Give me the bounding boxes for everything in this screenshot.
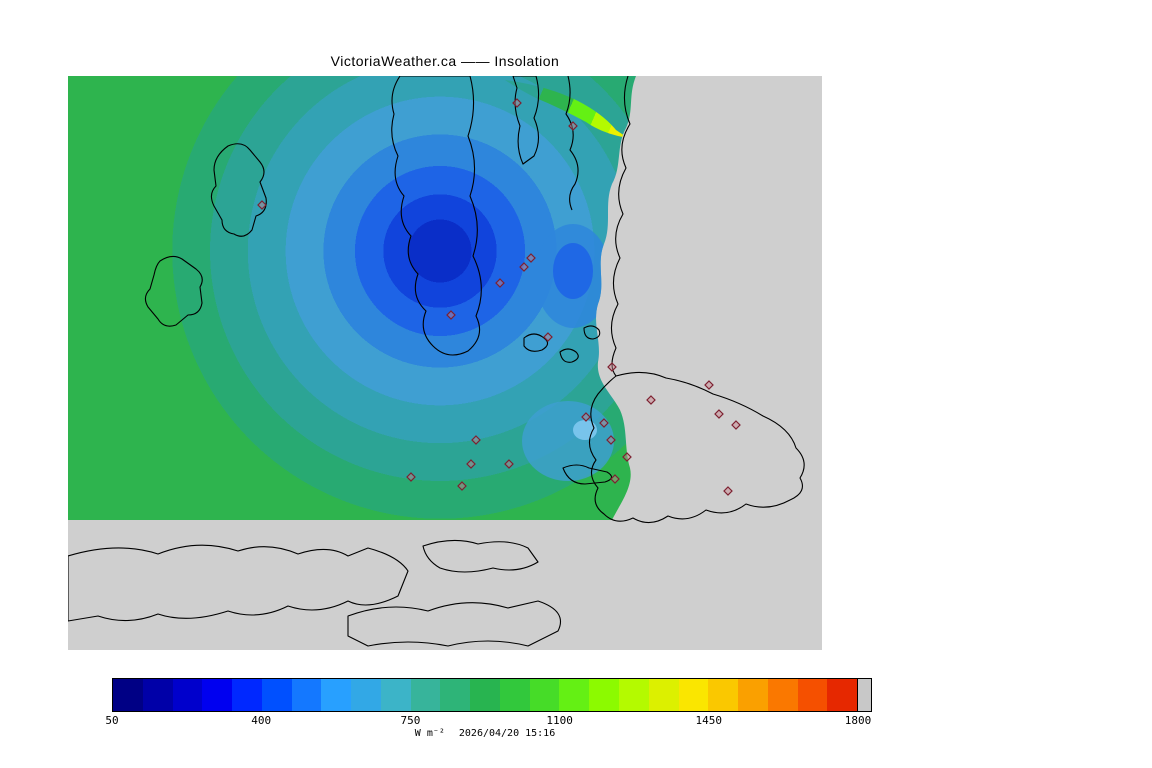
colorbar-overflow-cap <box>858 678 872 712</box>
colorbar-segment <box>380 679 411 711</box>
colorbar-timestamp: 2026/04/20 15:16 <box>458 728 556 739</box>
colorbar-tick-label: 1450 <box>695 714 723 727</box>
station-marker <box>610 474 620 484</box>
station-marker <box>495 278 505 288</box>
island-outline <box>144 255 203 327</box>
colorbar-segment <box>232 679 262 711</box>
station-marker <box>446 310 456 320</box>
south-land <box>67 544 409 622</box>
station-marker <box>704 380 714 390</box>
colorbar-segment <box>797 679 828 711</box>
colorbar-segment <box>648 679 679 711</box>
island-outline <box>583 325 601 340</box>
south-land <box>347 600 562 647</box>
colorbar-segment <box>410 679 441 711</box>
colorbar-footer: W m⁻² 2026/04/20 15:16 <box>112 728 858 739</box>
colorbar-segment <box>172 679 203 711</box>
colorbar-segment <box>827 679 858 711</box>
island-outline <box>523 333 549 352</box>
colorbar-segment <box>142 679 173 711</box>
colorbar-segment <box>291 679 322 711</box>
inlet-land-arm <box>512 75 540 165</box>
coastline <box>610 75 631 377</box>
station-marker <box>504 459 514 469</box>
island-outline <box>562 464 613 485</box>
south-land <box>422 539 539 573</box>
colorbar-segment <box>529 679 560 711</box>
colorbar <box>112 678 872 712</box>
colorbar-segments <box>112 678 858 712</box>
colorbar-segment <box>470 679 500 711</box>
colorbar-segment <box>559 679 590 711</box>
colorbar-segment <box>589 679 620 711</box>
station-marker <box>568 121 578 131</box>
station-marker <box>519 262 529 272</box>
station-marker <box>599 418 609 428</box>
station-marker <box>257 200 267 210</box>
station-marker <box>646 395 656 405</box>
insolation-field <box>68 76 636 520</box>
colorbar-segment <box>202 679 233 711</box>
colorbar-segment <box>678 679 709 711</box>
high-insolation-streak <box>505 80 628 138</box>
station-marker <box>406 472 416 482</box>
island-outline <box>559 348 579 363</box>
station-marker <box>714 409 724 419</box>
colorbar-segment <box>619 679 649 711</box>
station-marker <box>543 332 553 342</box>
station-marker <box>512 98 522 108</box>
colorbar-segment <box>708 679 739 711</box>
colorbar-segment <box>499 679 530 711</box>
colorbar-units-label: W m⁻² <box>414 728 445 739</box>
station-marker <box>622 452 632 462</box>
coastline <box>565 75 579 211</box>
colorbar-segment <box>738 679 768 711</box>
colorbar-segment <box>321 679 352 711</box>
colorbar-segment <box>351 679 381 711</box>
insolation-map <box>67 75 822 650</box>
station-marker <box>607 362 617 372</box>
colorbar-tick-label: 400 <box>251 714 272 727</box>
colorbar-segment <box>440 679 471 711</box>
stations-layer <box>257 98 741 496</box>
station-marker <box>471 435 481 445</box>
colorbar-segment <box>113 679 143 711</box>
station-marker <box>606 435 616 445</box>
station-marker <box>723 486 733 496</box>
colorbar-segment <box>767 679 798 711</box>
station-marker <box>466 459 476 469</box>
station-marker <box>457 481 467 491</box>
mainland-region <box>588 371 805 524</box>
colorbar-tick-label: 750 <box>400 714 421 727</box>
station-marker <box>731 420 741 430</box>
station-marker <box>526 253 536 263</box>
station-marker <box>581 412 591 422</box>
colorbar-segment <box>261 679 292 711</box>
map-wrap <box>67 75 822 650</box>
central-peninsula <box>391 75 482 356</box>
colorbar-tick-label: 1100 <box>546 714 573 727</box>
map-title: VictoriaWeather.ca —— Insolation <box>330 53 560 69</box>
colorbar-tick-label: 1800 <box>844 714 872 727</box>
island-outline <box>210 143 267 237</box>
colorbar-ticks: 50 400 750 1100 1450 1800 <box>105 714 871 727</box>
colorbar-tick-label: 50 <box>105 714 119 727</box>
